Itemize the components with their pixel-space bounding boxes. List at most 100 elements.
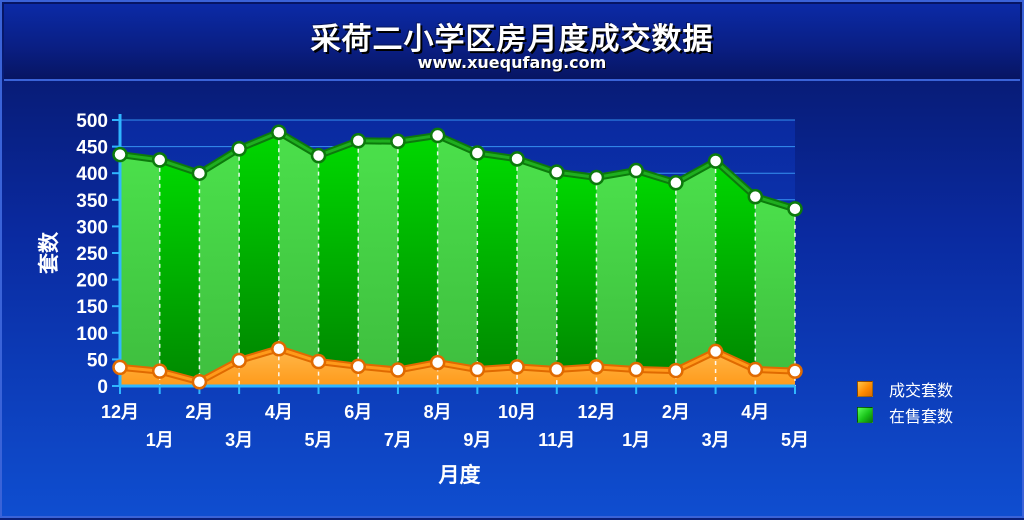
area-segment-listings [517, 158, 557, 370]
point-layer [112, 124, 803, 390]
y-tick-label: 450 [76, 138, 108, 159]
y-tick-label: 350 [76, 191, 108, 212]
data-point-listings [429, 127, 446, 144]
area-segment-listings [596, 170, 637, 370]
data-point-listings [549, 164, 565, 180]
area-segment-listings [755, 196, 795, 372]
area-segment-listings [120, 154, 160, 372]
x-tick-label: 5月 [305, 430, 333, 450]
x-tick-label: 11月 [538, 430, 575, 450]
data-point-deals [350, 358, 366, 375]
y-axis-title: 套数 [37, 231, 61, 274]
y-tick-label: 200 [76, 271, 108, 292]
data-point-listings [588, 169, 605, 186]
data-point-listings [151, 152, 168, 168]
data-point-deals [271, 341, 287, 357]
data-point-deals [429, 354, 446, 371]
x-tick-label: 1月 [146, 430, 174, 450]
data-point-deals [310, 353, 327, 370]
x-tick-label: 2月 [662, 402, 690, 422]
area-segment-listings [715, 160, 756, 370]
chart-area: 0 50 100 150 200 250 300 350 400 450 500 12月 1月 2月 3月 4… [2, 82, 1022, 516]
data-point-listings [390, 133, 406, 150]
legend-item-deals: 成交套数 [857, 376, 1017, 402]
legend-swatch-green [857, 407, 873, 423]
area-segment-listings [437, 135, 478, 370]
area-segment-listings [556, 172, 597, 370]
data-point-listings [747, 188, 764, 205]
chart-title: 采荷二小学区房月度成交数据 [310, 22, 714, 57]
x-tick-label: 3月 [702, 430, 730, 450]
data-point-deals [668, 362, 684, 379]
y-tick-label: 500 [76, 111, 108, 132]
data-point-listings [628, 162, 644, 179]
y-tick-label: 150 [76, 297, 108, 318]
x-tick-label: 12月 [577, 402, 615, 422]
x-axis-title: 月度 [438, 463, 481, 487]
y-tick-label: 100 [76, 324, 108, 345]
y-tick-label: 300 [76, 217, 108, 238]
data-point-listings [191, 165, 208, 181]
area-segment-listings [397, 135, 438, 371]
legend-item-listings: 在售套数 [857, 402, 1017, 428]
data-point-listings [231, 140, 247, 157]
area-segment-listings [675, 160, 716, 371]
area-segment-listings [278, 132, 319, 362]
y-tick-label: 50 [87, 350, 108, 371]
data-point-listings [469, 145, 486, 161]
data-point-deals [588, 359, 605, 375]
data-point-deals [747, 361, 764, 378]
y-tick-label: 250 [76, 244, 108, 265]
data-point-listings [668, 175, 684, 191]
area-segment-listings [199, 148, 240, 382]
data-point-deals [469, 361, 486, 378]
chart-svg: 0 50 100 150 200 250 300 350 400 450 500 12月 1月 2月 3月 4… [37, 111, 809, 487]
data-point-deals [509, 359, 525, 375]
data-point-listings [310, 147, 327, 164]
data-point-deals [390, 362, 406, 378]
data-point-deals [628, 361, 644, 378]
y-tick-label: 400 [76, 164, 108, 185]
data-point-deals [231, 352, 247, 369]
legend-label: 在售套数 [889, 407, 954, 426]
data-point-deals [151, 363, 168, 379]
legend-swatch-orange [857, 381, 873, 397]
area-segment-listings [159, 159, 200, 382]
area-segment-listings [318, 140, 359, 367]
data-point-listings [787, 201, 803, 217]
data-point-deals [549, 361, 565, 378]
data-point-deals [191, 373, 208, 390]
data-point-listings [271, 124, 287, 140]
chart-subtitle: www.xuequfang.com [417, 53, 607, 72]
area-segment-listings [477, 152, 518, 370]
x-tick-label: 2月 [185, 402, 213, 422]
x-tick-label: 3月 [225, 430, 253, 450]
x-tick-label: 1月 [622, 430, 650, 450]
x-tick-label: 6月 [344, 402, 372, 422]
data-point-listings [707, 153, 724, 169]
area-segment-listings [636, 170, 676, 371]
x-tick-label: 4月 [741, 402, 769, 422]
legend-label: 成交套数 [889, 381, 954, 400]
data-point-listings [509, 151, 525, 167]
data-point-listings [112, 146, 128, 163]
area-segment-listings [239, 132, 279, 361]
area-layer [119, 132, 796, 386]
label-layer: 0 50 100 150 200 250 300 350 400 450 500 12月 1月 2月 3月 4… [37, 111, 809, 487]
x-tick-label: 12月 [101, 402, 139, 422]
data-point-listings [350, 132, 366, 149]
data-point-deals [787, 363, 803, 379]
x-tick-label: 4月 [265, 402, 293, 422]
y-tick-label: 0 [97, 377, 108, 398]
data-point-deals [112, 359, 128, 376]
x-tick-label: 7月 [384, 430, 412, 450]
x-tick-label: 10月 [498, 402, 536, 422]
chart-header: 采荷二小学区房月度成交数据 www.xuequfang.com [4, 4, 1020, 81]
x-tick-label: 5月 [781, 430, 809, 450]
area-segment-listings [358, 140, 398, 371]
x-tick-label: 9月 [463, 430, 491, 450]
data-point-deals [707, 343, 724, 360]
chart-legend: 成交套数 在售套数 [857, 376, 1017, 428]
x-tick-label: 8月 [424, 402, 452, 422]
